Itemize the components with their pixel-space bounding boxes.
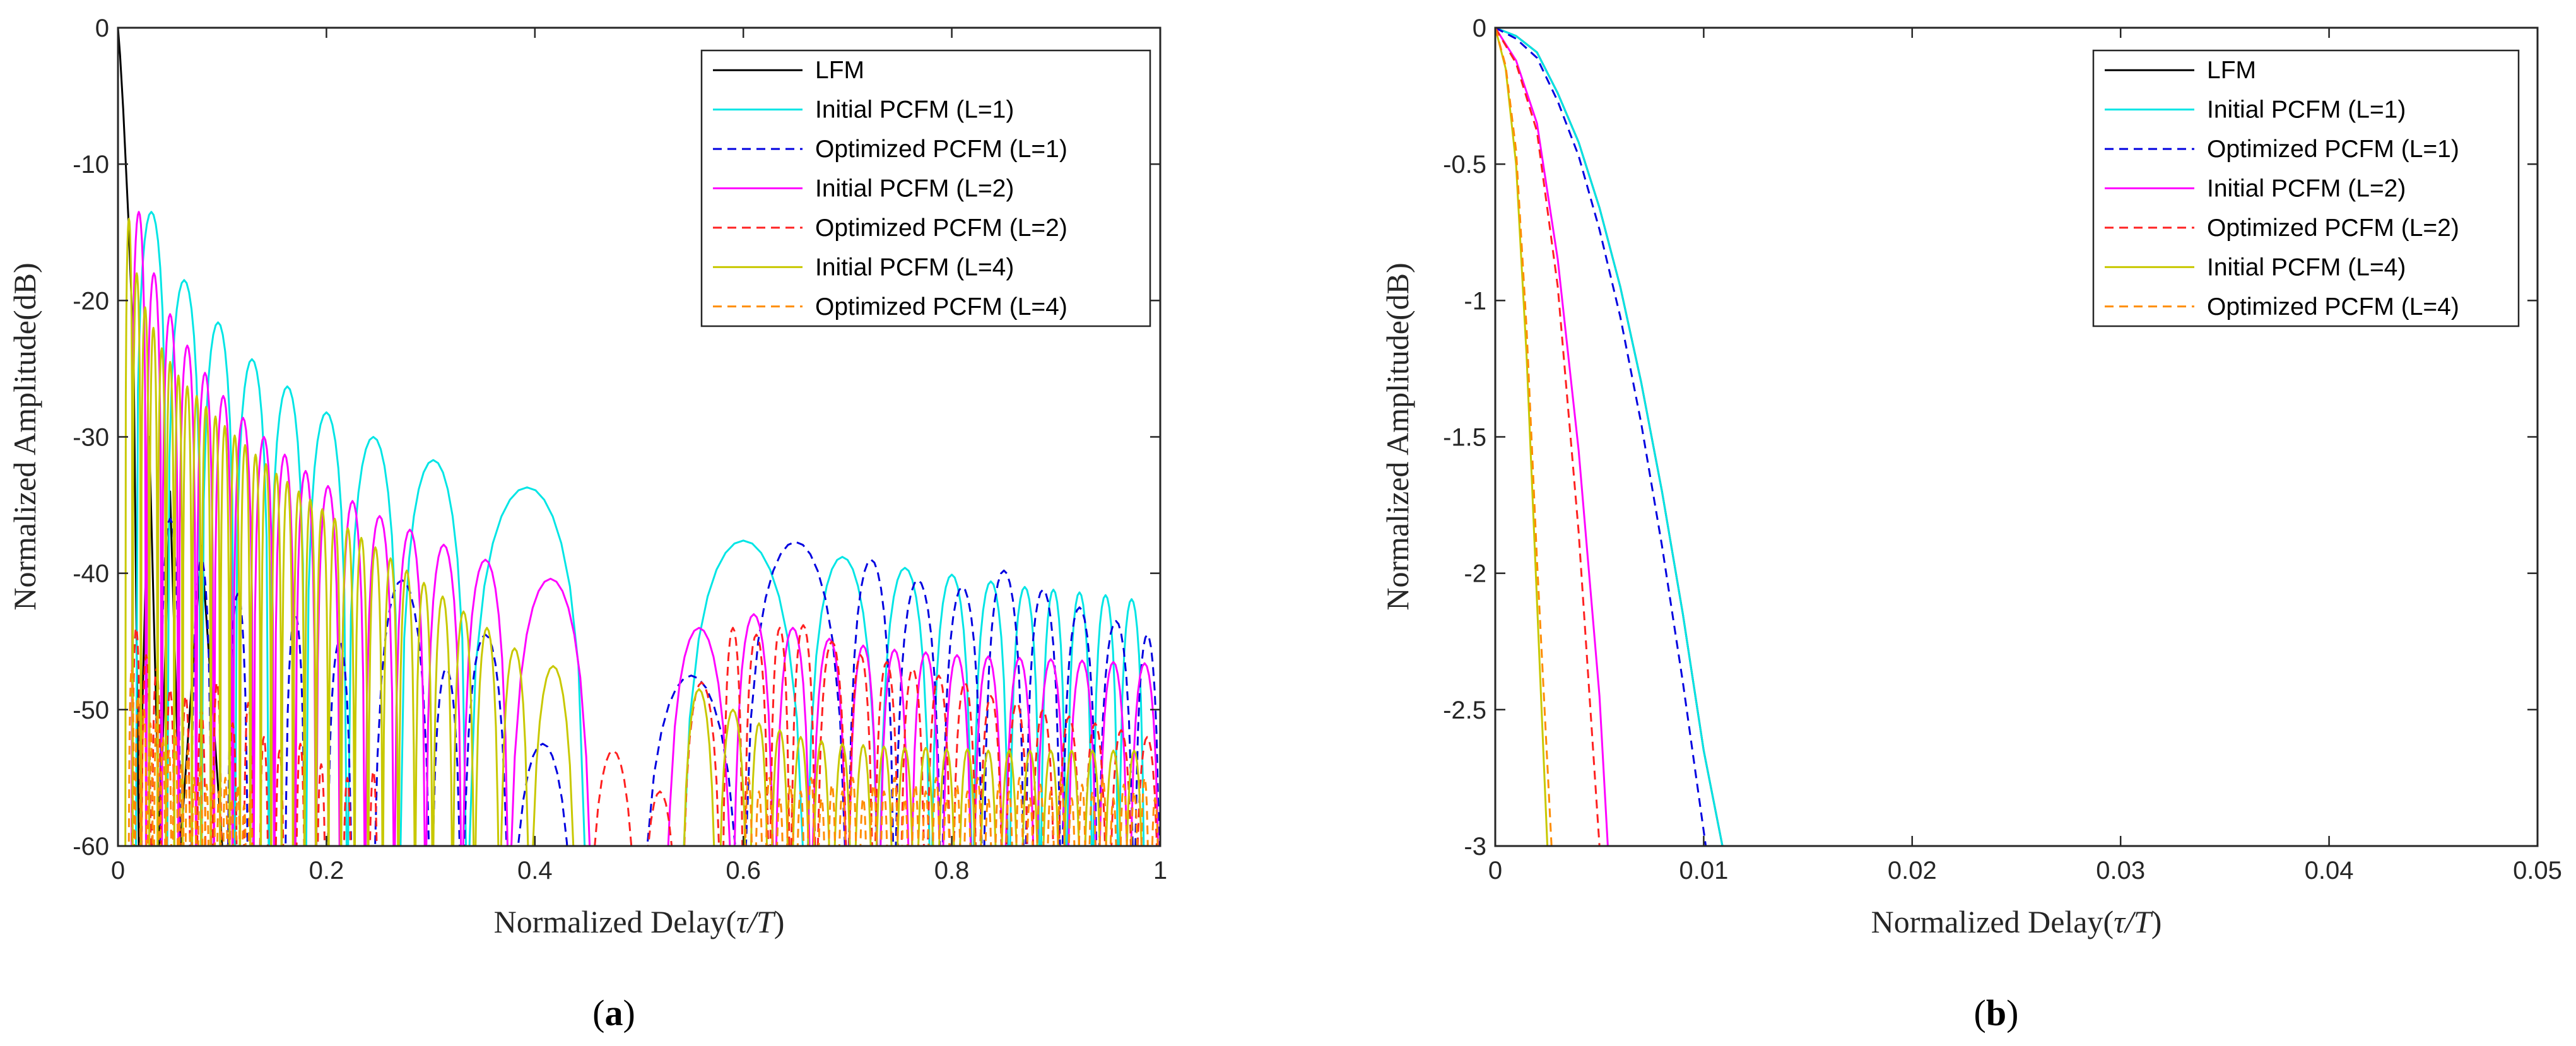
x-tick-label-a: 1: [1153, 857, 1167, 884]
y-tick-label-b: -2.5: [1443, 696, 1486, 724]
y-tick-label-a: -60: [73, 833, 109, 861]
series-line-1-a: [118, 28, 223, 846]
y-tick-label-a: 0: [95, 15, 109, 42]
plot-area-a: [118, 28, 1160, 846]
x-tick-label-a: 0.8: [934, 857, 970, 884]
legend-label-3-a: Optimized PCFM (L=1): [815, 136, 1067, 163]
x-axis-title-b: Normalized Delay(τ/T): [1871, 904, 2162, 939]
y-tick-label-a: -40: [73, 560, 109, 588]
y-tick-label-a: -30: [73, 424, 109, 452]
y-axis-title-b: Normalized Amplitude(dB): [1380, 262, 1415, 610]
y-tick-label-b: -0.5: [1443, 151, 1486, 179]
ticks-b: 0 0.01 0.02 0.03 0.04 0.05 0 -0.5 -1 -1.5 -2 -2.5 -3: [1443, 15, 2562, 884]
legend-label-7-a: Optimized PCFM (L=4): [815, 293, 1067, 320]
legend-label-2-b: Initial PCFM (L=1): [2207, 97, 2406, 124]
series-line-6-a: [124, 218, 1143, 846]
legend-label-1-a: LFM: [815, 57, 864, 84]
legend-label-4-b: Initial PCFM (L=2): [2207, 175, 2406, 203]
x-tick-label-b: 0.02: [1888, 857, 1937, 884]
legend-label-5-a: Optimized PCFM (L=2): [815, 214, 1067, 242]
x-tick-label-a: 0: [111, 857, 125, 884]
legend-label-5-b: Optimized PCFM (L=2): [2207, 214, 2459, 242]
plot-area-b: [1495, 28, 1724, 846]
series-line-3-a: [159, 517, 1160, 846]
series-line-5-b: [1495, 28, 1601, 846]
legend-b: LFM Initial PCFM (L=1) Optimized PCFM (L=1…: [2092, 49, 2520, 327]
panel-a: 0 0.2 0.4 0.6 0.8 1 0 -10 -20 -30 -40 -50 -60 LFM Ini…: [7, 15, 1167, 1033]
legend-label-4-a: Initial PCFM (L=2): [815, 175, 1014, 203]
ticks-a: 0 0.2 0.4 0.6 0.8 1 0 -10 -20 -30 -40 -50 -60: [73, 15, 1167, 884]
y-tick-label-a: -20: [73, 287, 109, 315]
panel-caption-b: (b): [1974, 992, 2019, 1033]
series-line-3-b: [1495, 28, 1707, 846]
y-axis-title-a: Normalized Amplitude(dB): [7, 262, 42, 610]
panel-b: 0 0.01 0.02 0.03 0.04 0.05 0 -0.5 -1 -1.5 -2 -2.5 -3…: [1380, 15, 2562, 1033]
x-tick-label-b: 0.01: [1679, 857, 1728, 884]
x-tick-label-a: 0.4: [517, 857, 553, 884]
x-tick-label-b: 0.04: [2305, 857, 2354, 884]
series-line-2-b: [1495, 28, 1724, 846]
series-line-4-b: [1495, 28, 1609, 846]
x-tick-label-a: 0.6: [726, 857, 761, 884]
y-tick-label-b: -2: [1464, 560, 1486, 588]
series-line-2-a: [135, 211, 1145, 846]
panel-caption-a: (a): [592, 992, 635, 1033]
legend-label-7-b: Optimized PCFM (L=4): [2207, 293, 2459, 320]
y-tick-label-b: -1.5: [1443, 424, 1486, 452]
legend-label-2-a: Initial PCFM (L=1): [815, 97, 1014, 124]
legend-label-6-a: Initial PCFM (L=4): [815, 254, 1014, 281]
x-axis-title-a: Normalized Delay(τ/T): [494, 904, 785, 939]
x-tick-label-b: 0.03: [2096, 857, 2145, 884]
y-tick-label-b: 0: [1473, 15, 1486, 42]
x-tick-label-a: 0.2: [309, 857, 344, 884]
y-tick-label-b: -3: [1464, 833, 1486, 861]
legend-label-3-b: Optimized PCFM (L=1): [2207, 136, 2459, 163]
y-tick-label-a: -50: [73, 696, 109, 724]
x-tick-label-b: 0.05: [2513, 857, 2562, 884]
legend-label-1-b: LFM: [2207, 57, 2256, 84]
y-tick-label-b: -1: [1464, 287, 1486, 315]
x-tick-label-b: 0: [1488, 857, 1502, 884]
y-tick-label-a: -10: [73, 151, 109, 179]
legend-label-6-b: Initial PCFM (L=4): [2207, 254, 2406, 281]
legend-a: LFM Initial PCFM (L=1) Optimized PCFM (L=1…: [700, 49, 1151, 327]
series-line-7-b: [1495, 28, 1553, 846]
